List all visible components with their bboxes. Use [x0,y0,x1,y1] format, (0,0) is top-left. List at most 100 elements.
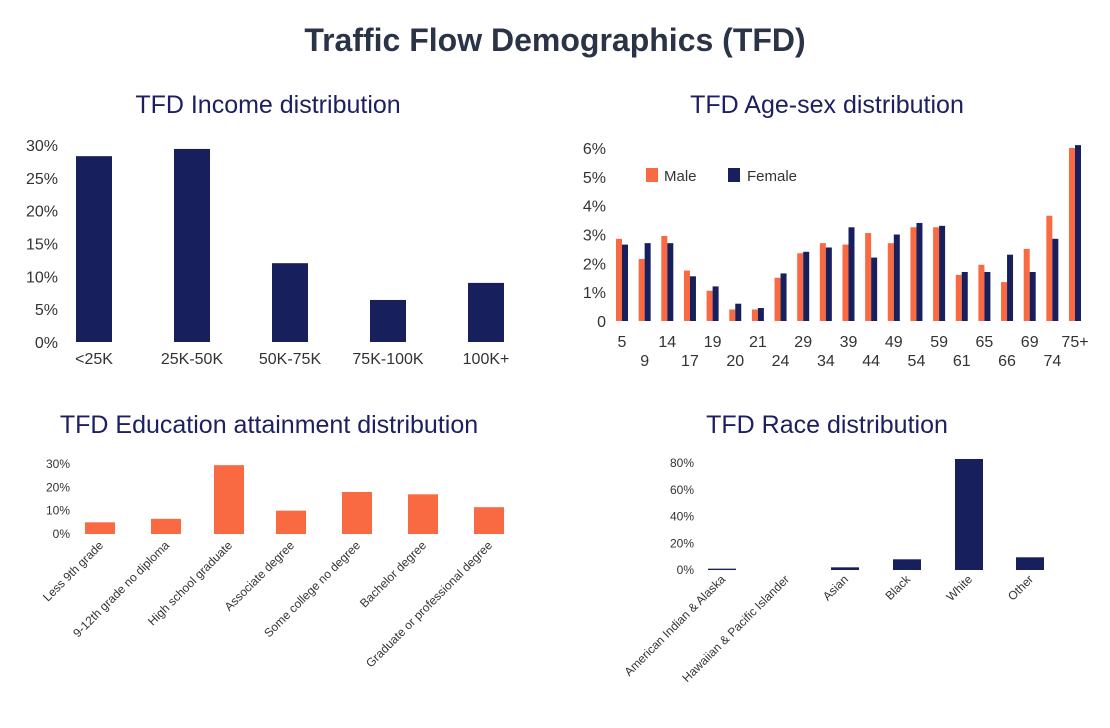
race-x-tick-label: Hawaiian & Pacific Islander [679,572,792,685]
race-x-tick-label: American Indian & Alaska [622,572,729,679]
age-sex-bar-male [661,235,668,321]
age-sex-x-tick-label: 44 [862,353,880,370]
age-sex-bar-female [712,286,719,321]
age-sex-bar-male [842,244,849,321]
income-y-tick-label: 15% [26,237,58,254]
race-bar [893,559,921,570]
age-sex-bar-female [667,243,674,321]
age-sex-y-tick-label: 0 [597,314,606,331]
income-y-tick-label: 10% [26,269,58,286]
income-chart: TFD Income distribution 0% 5% 10% 15% 20% 25%… [26,91,509,368]
income-bar [272,263,308,342]
age-sex-bar-female [961,271,968,321]
education-bar [408,494,438,534]
age-sex-bar-male [706,290,713,321]
age-sex-x-tick-label: 17 [681,353,699,370]
education-chart: TFD Education attainment distribution 0%… [40,411,504,670]
income-y-tick-label: 20% [26,204,58,221]
education-chart-title: TFD Education attainment distribution [60,411,478,439]
age-sex-bar-male [978,264,985,321]
legend-female-label: Female [747,168,797,185]
race-bar [1016,557,1044,570]
age-sex-x-tick-label: 61 [953,353,971,370]
race-x-tick-label: Black [882,572,913,603]
legend-female-swatch [728,168,740,182]
age-sex-bar-male [1001,282,1008,321]
age-sex-bar-male [1069,148,1075,321]
income-bar [370,299,406,342]
education-x-tick-label: Bachelor degree [357,538,429,610]
race-bar [708,568,736,570]
age-sex-x-tick-label: 74 [1043,353,1061,370]
age-sex-bar-male [1023,248,1030,321]
race-chart-title: TFD Race distribution [706,411,948,439]
age-sex-bar-female [780,273,787,321]
age-sex-bar-female [622,244,628,321]
income-y-tick-label: 30% [26,138,58,155]
age-sex-bar-female [893,234,900,321]
age-sex-bar-male [616,238,622,321]
income-y-tick-label: 5% [35,302,58,319]
age-sex-bar-female [871,257,878,321]
race-bar [831,567,859,570]
age-sex-bar-female [1052,238,1059,321]
age-sex-bar-male [797,253,804,321]
education-y-tick-label: 0% [53,527,71,541]
age-sex-x-tick-label: 59 [930,334,948,351]
age-sex-x-tick-label: 49 [885,334,903,351]
age-sex-bar-male [955,274,962,321]
age-sex-chart: TFD Age-sex distribution Male Female 0 1%… [583,91,1089,370]
age-sex-bar-male [1046,215,1053,321]
race-y-tick-label: 80% [670,456,694,470]
age-sex-bar-female [1007,254,1014,321]
education-y-tick-label: 30% [46,457,70,471]
race-y-tick-label: 60% [670,483,694,497]
age-sex-x-tick-label: 39 [840,334,858,351]
education-bar [214,465,244,534]
income-y-tick-label: 25% [26,171,58,188]
age-sex-bar-male [638,259,645,321]
race-x-tick-label: Other [1005,572,1036,603]
legend-male-swatch [646,168,658,182]
age-sex-bar-male [774,277,781,321]
age-sex-x-tick-label: 54 [908,353,926,370]
education-x-tick-label: Graduate or professional degree [363,538,495,670]
age-sex-x-tick-label: 29 [794,334,812,351]
age-sex-x-tick-label: 69 [1021,334,1039,351]
education-bar [276,510,306,534]
income-chart-title: TFD Income distribution [135,91,400,119]
age-sex-bar-female [757,308,764,321]
age-sex-bar-female [848,227,855,321]
age-sex-x-tick-label: 5 [618,334,627,351]
education-bar [151,518,181,534]
age-sex-bar-female [984,271,991,321]
age-sex-bar-female [735,303,742,321]
education-bar [342,492,372,534]
education-bar [474,507,504,534]
race-bar [955,458,983,570]
age-sex-bar-male [887,243,894,321]
race-y-tick-label: 40% [670,510,694,524]
income-x-tick-label: 100K+ [463,351,510,368]
age-sex-bar-female [1075,145,1081,321]
age-sex-bar-female [644,243,651,321]
income-x-tick-label: <25K [75,351,113,368]
education-bar [85,522,115,534]
age-sex-chart-title: TFD Age-sex distribution [690,91,964,119]
age-sex-bar-female [1029,271,1036,321]
age-sex-y-tick-label: 2% [583,256,606,273]
age-sex-x-tick-label: 65 [976,334,994,351]
age-sex-x-tick-label: 66 [998,353,1016,370]
income-x-tick-label: 25K-50K [161,351,224,368]
age-sex-x-tick-label: 24 [772,353,790,370]
income-bar [468,282,504,342]
age-sex-bar-male [910,227,917,321]
age-sex-bar-male [683,270,690,321]
age-sex-bar-male [751,309,758,321]
income-x-tick-label: 75K-100K [352,351,423,368]
income-bar [76,156,112,342]
age-sex-x-tick-label: 14 [658,334,676,351]
race-chart: TFD Race distribution 0% 20% 40% 60% 80% Amer… [622,411,1044,685]
age-sex-y-tick-label: 1% [583,285,606,302]
age-sex-bar-female [939,225,946,321]
